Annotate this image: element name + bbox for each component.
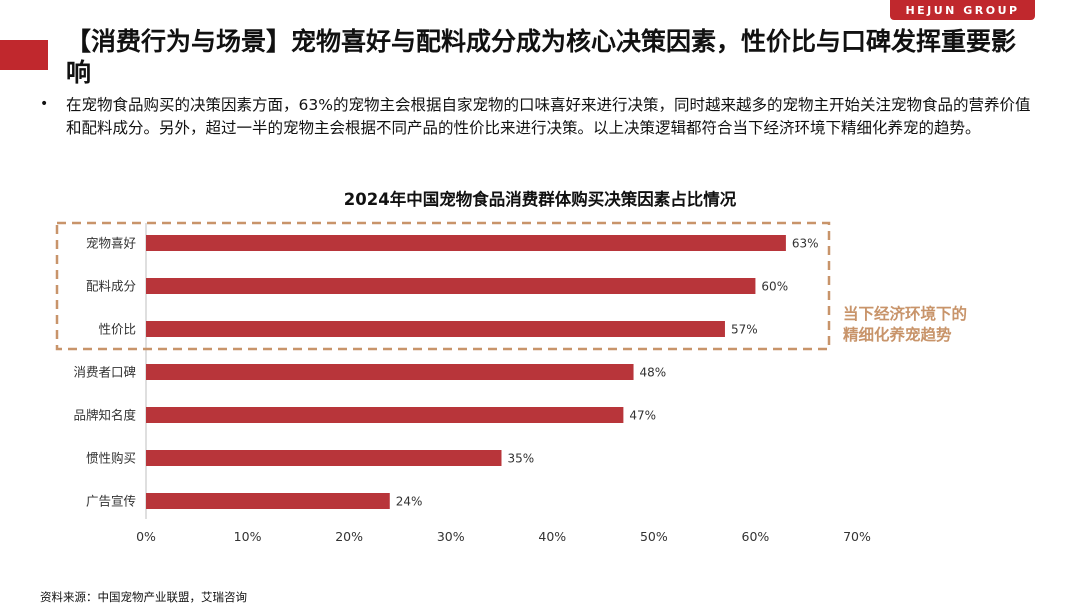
bar-7 (146, 493, 390, 509)
category-label: 广告宣传 (86, 494, 136, 509)
summary-paragraph: 在宠物食品购买的决策因素方面，63%的宠物主会根据自家宠物的口味喜好来进行决策，… (66, 96, 1031, 137)
data-label: 47% (629, 409, 656, 423)
category-label: 性价比 (98, 322, 136, 337)
category-label: 消费者口碑 (73, 365, 136, 380)
bar-2 (146, 278, 756, 294)
highlight-annotation: 当下经济环境下的 精细化养宠趋势 (843, 304, 967, 346)
highlight-box (55, 221, 831, 351)
data-label: 57% (731, 323, 758, 337)
bar-3 (146, 321, 725, 337)
x-tick-label: 30% (437, 529, 465, 544)
highlight-annotation-line-2: 精细化养宠趋势 (843, 326, 952, 344)
brand-badge: HEJUN GROUP (890, 0, 1035, 20)
bar-6 (146, 450, 502, 466)
bar-4 (146, 364, 634, 380)
category-label: 宠物喜好 (86, 236, 136, 251)
bullet-icon: • (40, 96, 49, 112)
x-tick-label: 20% (335, 529, 363, 544)
category-label: 惯性购买 (86, 451, 136, 466)
page-title: 【消费行为与场景】宠物喜好与配料成分成为核心决策因素，性价比与口碑发挥重要影响 (66, 27, 1017, 87)
x-tick-label: 50% (640, 529, 668, 544)
source-note: 资料来源：中国宠物产业联盟，艾瑞咨询 (40, 590, 247, 604)
highlight-annotation-line-1: 当下经济环境下的 (843, 305, 968, 323)
bar-1 (146, 235, 786, 251)
x-tick-label: 60% (742, 529, 770, 544)
data-label: 63% (792, 237, 819, 251)
x-tick-label: 0% (136, 529, 156, 544)
x-tick-label: 10% (234, 529, 262, 544)
category-label: 配料成分 (86, 279, 136, 294)
category-label: 品牌知名度 (73, 408, 136, 423)
data-label: 24% (396, 495, 423, 509)
x-tick-label: 70% (843, 529, 871, 544)
chart-title: 2024年中国宠物食品消费群体购买决策因素占比情况 (343, 190, 737, 209)
bar-5 (146, 407, 624, 423)
data-label: 35% (508, 452, 535, 466)
title-accent-bar (0, 40, 48, 70)
data-label: 60% (761, 280, 788, 294)
x-tick-label: 40% (538, 529, 566, 544)
data-label: 48% (640, 366, 667, 380)
